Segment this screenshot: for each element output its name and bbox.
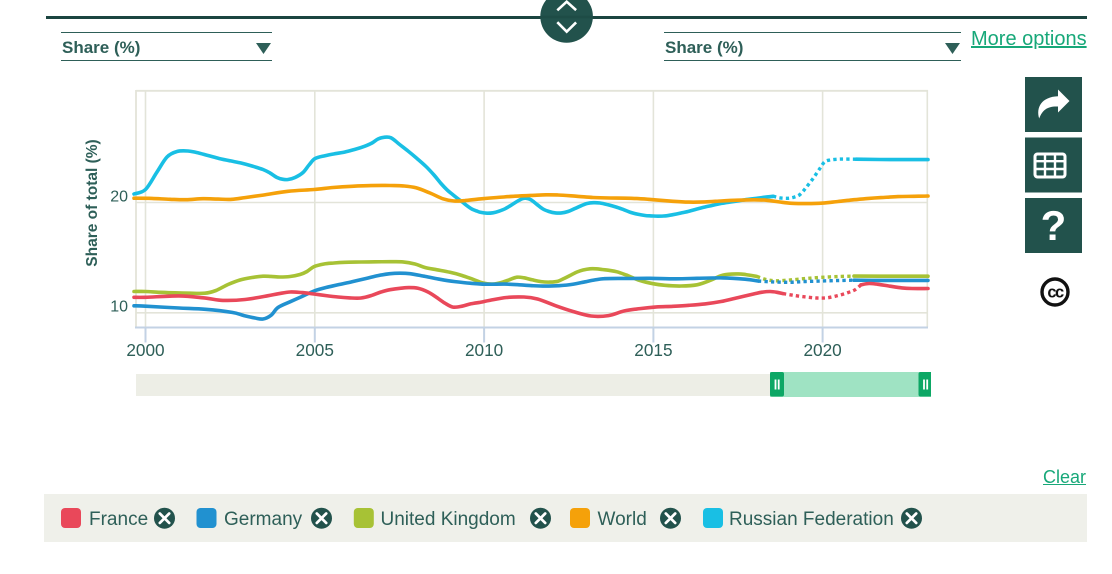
svg-text:10: 10 — [110, 298, 128, 315]
svg-text:Russian Federation: Russian Federation — [729, 509, 894, 530]
svg-text:2020: 2020 — [803, 340, 841, 360]
svg-text:United Kingdom: United Kingdom — [381, 509, 516, 530]
svg-text:World: World — [598, 509, 647, 530]
svg-text:20: 20 — [110, 188, 128, 205]
svg-text:Germany: Germany — [224, 509, 303, 530]
svg-text:2010: 2010 — [465, 340, 503, 360]
svg-text:Share of total (%): Share of total (%) — [84, 139, 101, 266]
svg-text:2015: 2015 — [634, 340, 672, 360]
svg-text:?: ? — [1041, 202, 1067, 249]
svg-text:2000: 2000 — [126, 340, 164, 360]
svg-text:France: France — [89, 509, 148, 530]
svg-text:cc: cc — [1047, 284, 1064, 302]
svg-text:2005: 2005 — [296, 340, 334, 360]
